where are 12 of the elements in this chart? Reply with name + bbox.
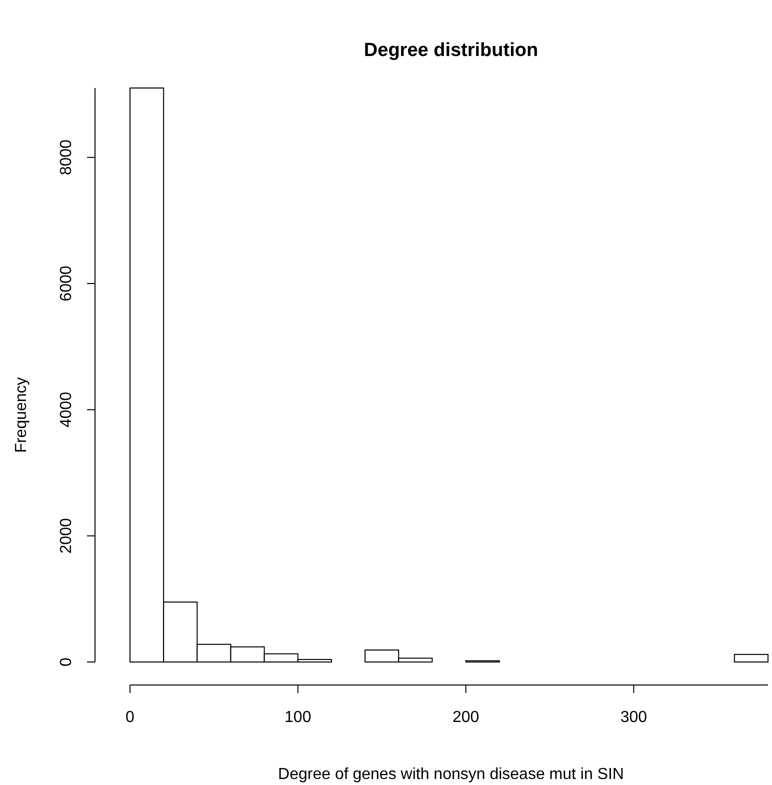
x-tick-label: 300 (620, 709, 648, 726)
x-tick-label: 200 (452, 709, 480, 726)
y-tick-label: 6000 (58, 266, 75, 302)
x-tick-label: 100 (284, 709, 312, 726)
x-tick-label: 0 (126, 709, 135, 726)
y-tick-label: 8000 (58, 139, 75, 176)
y-axis-title: Frequency (13, 377, 30, 453)
chart-title: Degree distribution (364, 40, 538, 61)
y-tick-label: 0 (58, 657, 75, 666)
x-axis-title: Degree of genes with nonsyn disease mut in SIN (278, 766, 624, 783)
y-tick-label: 4000 (58, 392, 75, 428)
y-tick-label: 2000 (58, 518, 75, 554)
